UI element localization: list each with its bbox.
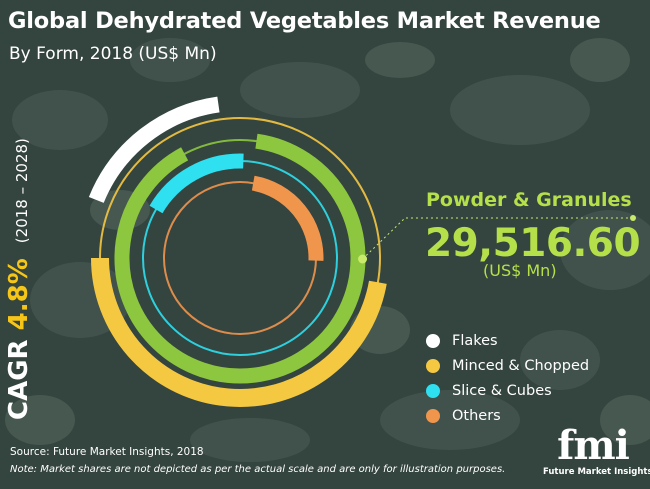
series-arc bbox=[91, 257, 387, 407]
chart-subtitle: By Form, 2018 (US$ Mn) bbox=[9, 44, 217, 64]
chart-title: Global Dehydrated Vegetables Market Reve… bbox=[8, 8, 601, 34]
legend-swatch bbox=[426, 383, 440, 398]
chart-legend: Flakes Minced & Chopped Slice & Cubes Other… bbox=[426, 328, 589, 428]
series-arc bbox=[251, 175, 324, 261]
legend-label: Minced & Chopped bbox=[452, 357, 590, 374]
legend-label: Slice & Cubes bbox=[452, 382, 552, 399]
legend-swatch bbox=[426, 333, 440, 348]
fmi-logo: fmi Future Market Insights bbox=[543, 422, 650, 478]
highlight-series-name: Powder & Granules bbox=[426, 189, 632, 211]
source-text: Source: Future Market Insights, 2018 bbox=[10, 446, 204, 458]
logo-mark: fmi bbox=[557, 422, 630, 469]
note-text: Note: Market shares are not depicted as … bbox=[10, 464, 506, 475]
logo-name: Future Market Insights bbox=[543, 467, 650, 477]
legend-swatch bbox=[426, 408, 440, 423]
legend-swatch bbox=[426, 358, 440, 373]
leader-line bbox=[362, 217, 633, 260]
series-arc bbox=[149, 153, 244, 214]
legend-item: Flakes bbox=[426, 328, 589, 353]
highlight-series-value: 29,516.60 bbox=[425, 221, 641, 266]
series-arc bbox=[88, 96, 220, 204]
highlight-series-unit: (US$ Mn) bbox=[483, 261, 557, 280]
leader-end-dot bbox=[630, 215, 636, 221]
legend-item: Slice & Cubes bbox=[426, 378, 589, 403]
legend-item: Minced & Chopped bbox=[426, 353, 589, 378]
legend-label: Flakes bbox=[452, 332, 498, 349]
legend-item: Others bbox=[426, 403, 589, 428]
series-arc bbox=[114, 133, 366, 384]
legend-label: Others bbox=[452, 407, 501, 424]
